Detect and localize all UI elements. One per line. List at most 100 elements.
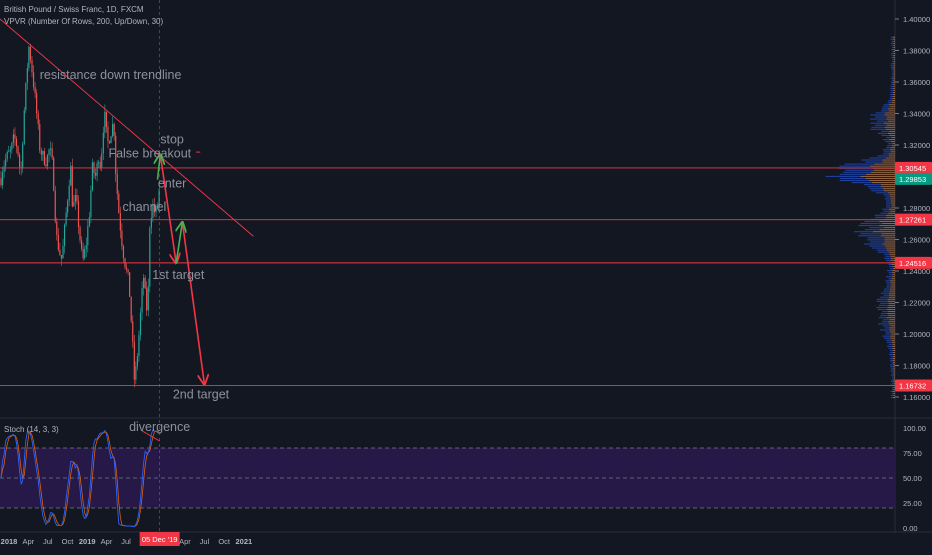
- vpvr-bar-down: [890, 259, 895, 261]
- vpvr-bar-up: [891, 362, 894, 364]
- vpvr-bar-down: [892, 349, 895, 352]
- vpvr-bar-down: [891, 263, 895, 266]
- vpvr-bar-down: [882, 159, 895, 161]
- vpvr-bar-up: [891, 81, 893, 83]
- candle-body: [125, 267, 128, 270]
- vpvr-bar-down: [892, 364, 895, 366]
- vpvr-bar-down: [888, 251, 895, 253]
- vpvr-bar-down: [893, 356, 895, 358]
- vpvr-bar-down: [865, 173, 895, 175]
- vpvr-bar-down: [892, 397, 895, 399]
- vpvr-bar-down: [871, 182, 895, 184]
- stoch-tick-label: 75.00: [903, 449, 922, 458]
- vpvr-bar-up: [878, 317, 887, 319]
- divergence-line: [142, 430, 160, 442]
- candle-body: [68, 185, 70, 201]
- vpvr-bar-up: [886, 202, 891, 204]
- vpvr-bar-down: [893, 38, 895, 40]
- vpvr-bar-down: [892, 380, 895, 382]
- vpvr-bar-up: [870, 118, 887, 120]
- vpvr-bar-down: [865, 177, 895, 180]
- vpvr-bar-up: [892, 61, 894, 63]
- vpvr-bar-down: [885, 214, 895, 216]
- vpvr-bar-up: [876, 120, 889, 122]
- candle-body: [60, 254, 63, 259]
- vpvr-bar-up: [886, 282, 891, 284]
- vpvr-bar-down: [893, 48, 895, 51]
- vpvr-bar-up: [890, 83, 894, 85]
- vpvr-bar-up: [884, 257, 891, 259]
- vpvr-bar-up: [884, 198, 891, 200]
- vpvr-bar-down: [884, 114, 895, 116]
- vpvr-bar-up: [890, 368, 894, 370]
- vpvr-bar-down: [890, 141, 895, 143]
- vpvr-bar-up: [883, 210, 891, 212]
- vpvr-bar-up: [890, 85, 894, 87]
- vpvr-bar-up: [890, 370, 894, 372]
- vpvr-bar-up: [854, 231, 873, 233]
- vpvr-bar-down: [893, 370, 895, 372]
- candle-body: [85, 245, 87, 250]
- vpvr-bar-up: [876, 192, 888, 194]
- candle-body: [62, 246, 64, 259]
- vpvr-bar-down: [893, 351, 895, 354]
- vpvr-bar-up: [864, 220, 880, 223]
- vpvr-bar-down: [890, 282, 895, 284]
- candle-body: [9, 149, 11, 152]
- vpvr-bar-up: [844, 163, 875, 165]
- vpvr-bar-up: [892, 59, 894, 61]
- vpvr-bar-down: [885, 128, 895, 130]
- vpvr-bar-up: [888, 100, 892, 102]
- price-label-text: 1.27261: [899, 216, 926, 225]
- vpvr-bar-down: [893, 42, 895, 44]
- candle-body: [79, 227, 81, 241]
- vpvr-bar-down: [887, 308, 895, 311]
- vpvr-bar-down: [893, 61, 895, 63]
- candle-body: [104, 111, 106, 133]
- vpvr-bar-up: [889, 98, 893, 100]
- vpvr-bar-up: [884, 288, 891, 290]
- vpvr-bar-up: [890, 394, 894, 397]
- vpvr-bar-up: [891, 69, 894, 71]
- vpvr-bar-down: [893, 386, 895, 388]
- vpvr-indicator-label: VPVR (Number Of Rows, 200, Up/Down, 30): [4, 17, 164, 26]
- vpvr-bar-down: [888, 110, 895, 112]
- vpvr-bar-down: [887, 108, 895, 110]
- candle-body: [105, 111, 107, 127]
- vpvr-bar-down: [893, 394, 895, 397]
- vpvr-bar-up: [889, 358, 893, 360]
- candle-body: [138, 334, 140, 357]
- candle-body: [82, 248, 84, 259]
- vpvr-bar-up: [864, 243, 883, 245]
- vpvr-bar-down: [893, 85, 895, 87]
- vpvr-bar-down: [889, 327, 895, 329]
- vpvr-bar-up: [886, 147, 891, 149]
- price-label-bg: [895, 161, 932, 174]
- vpvr-bar-up: [876, 306, 888, 309]
- price-tick-label: 1.22000: [903, 299, 930, 308]
- vpvr-bar-up: [889, 274, 893, 276]
- candle-body: [48, 149, 50, 155]
- candle-body: [23, 110, 25, 144]
- vpvr-bar-down: [890, 337, 895, 339]
- price-label-bg: [895, 213, 932, 226]
- vpvr-bar-up: [871, 126, 885, 128]
- vpvr-bar-up: [858, 225, 880, 227]
- candle-body: [45, 164, 47, 167]
- vpvr-bar-down: [887, 132, 895, 134]
- candle-body: [81, 240, 83, 249]
- vpvr-bar-up: [825, 175, 861, 177]
- vpvr-bar-down: [889, 329, 895, 331]
- vpvr-bar-down: [890, 335, 895, 337]
- vpvr-bar-down: [890, 325, 895, 327]
- candle-body: [65, 212, 67, 225]
- vpvr-bar-up: [890, 53, 894, 55]
- vpvr-bar-down: [874, 163, 895, 165]
- vpvr-bar-up: [867, 239, 885, 241]
- vpvr-bar-up: [888, 272, 893, 274]
- candle-body: [76, 194, 78, 202]
- vpvr-bar-up: [878, 323, 889, 325]
- vpvr-bar-down: [873, 169, 895, 171]
- candle-body: [46, 154, 49, 167]
